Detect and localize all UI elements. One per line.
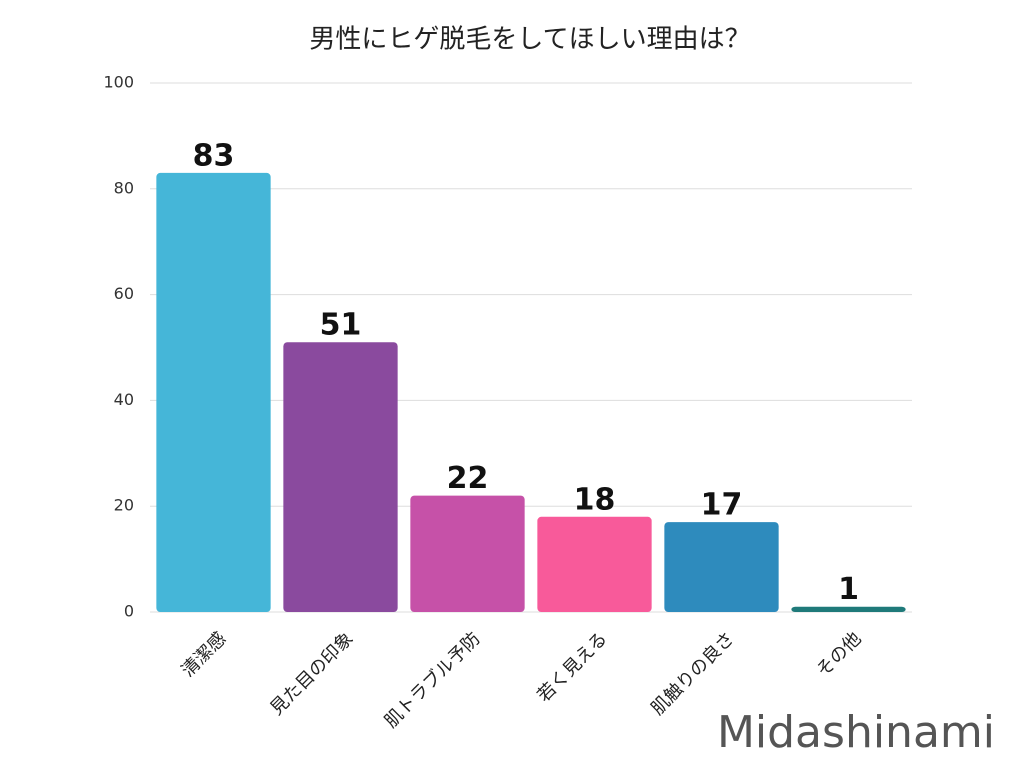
value-label: 1 [838,572,859,607]
bar [791,606,906,612]
chart-title: 男性にヒゲ脱毛をしてほしい理由は？ [309,25,750,55]
bar [156,172,271,612]
x-tick-label: 若く見える [533,628,611,706]
y-tick-label: 0 [124,602,134,621]
x-tick-label: 肌トラブル予防 [380,628,485,733]
x-tick-label: 清潔感 [178,628,231,681]
bar [410,495,525,612]
bar [664,522,779,612]
x-tick-label: その他 [813,628,866,681]
y-tick-label: 40 [114,390,134,409]
y-tick-label: 60 [114,284,134,303]
bar [283,342,398,612]
x-tick-label: 肌触りの良さ [647,628,738,719]
value-label: 18 [574,482,616,517]
watermark: Midashinami [717,707,995,758]
value-label: 83 [193,138,235,173]
y-tick-label: 20 [114,496,134,515]
bar [537,516,652,612]
value-label: 17 [701,488,743,523]
y-tick-label: 80 [114,178,134,197]
x-tick-label: 見た目の印象 [266,628,357,719]
value-label: 51 [320,308,362,343]
y-tick-label: 100 [103,73,134,92]
value-label: 22 [447,461,489,496]
